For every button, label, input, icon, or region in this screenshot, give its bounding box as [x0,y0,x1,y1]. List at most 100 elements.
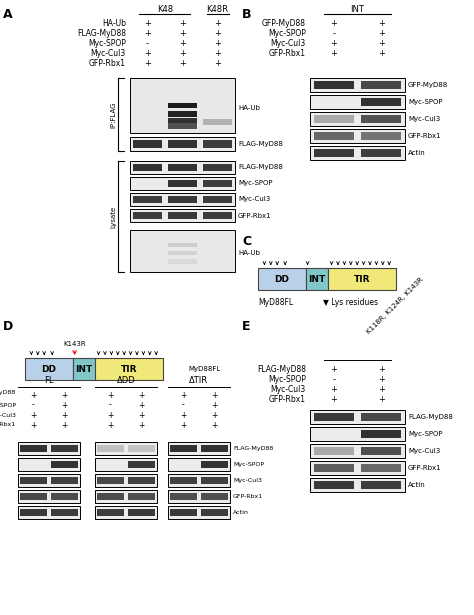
Bar [25,358,73,380]
Text: +: + [107,391,114,400]
Text: FLAG-MyD88: FLAG-MyD88 [238,164,283,170]
Bar [328,268,396,290]
Bar [168,196,197,204]
Text: +: + [179,30,186,39]
Text: +: + [180,391,187,400]
Bar [168,442,230,455]
Text: +: + [180,410,187,419]
Text: Myc-Cul3: Myc-Cul3 [91,49,126,58]
Bar [18,458,80,471]
Bar [168,103,197,108]
Bar [314,149,354,157]
Bar [52,509,78,517]
Bar [128,477,155,485]
Bar [128,461,155,469]
Bar [95,442,157,455]
Bar [310,95,405,109]
Text: GFP-MyD88: GFP-MyD88 [262,20,306,28]
Text: D: D [3,320,13,333]
Text: IP:FLAG: IP:FLAG [110,101,116,128]
Text: K143R: K143R [64,341,86,347]
Bar [361,447,401,455]
Bar [130,161,235,174]
Text: +: + [214,39,221,49]
Bar [310,478,405,492]
Bar [310,112,405,126]
Bar [310,78,405,92]
Bar [171,509,197,517]
Text: Actin: Actin [408,150,426,156]
Bar [128,445,155,453]
Bar [314,447,354,455]
Bar [168,506,230,519]
Text: Myc-Cul3: Myc-Cul3 [0,413,16,418]
Bar [133,164,162,172]
Bar [52,477,78,485]
Text: +: + [378,39,385,49]
Text: +: + [180,421,187,429]
Text: FL: FL [44,376,54,385]
Bar [95,458,157,471]
Text: +: + [211,400,218,410]
Text: TIR: TIR [354,274,370,284]
Text: +: + [211,391,218,400]
Text: +: + [378,395,385,405]
Text: ΔDD: ΔDD [117,376,136,385]
Text: Lysate: Lysate [110,205,116,228]
Bar [168,242,197,247]
Text: FLAG-MyD88: FLAG-MyD88 [77,30,126,39]
Bar [18,442,80,455]
Bar [258,268,306,290]
Text: MyD88FL: MyD88FL [188,366,220,372]
Bar [128,509,155,517]
Text: Myc-SPOP: Myc-SPOP [0,402,16,408]
Text: +: + [378,20,385,28]
Bar [201,461,228,469]
Text: +: + [378,30,385,39]
Bar [18,490,80,503]
Text: +: + [138,391,145,400]
Text: +: + [138,410,145,419]
Bar [168,164,197,172]
Text: GFP-Rbx1: GFP-Rbx1 [0,423,16,427]
Text: +: + [330,49,337,58]
Text: INT: INT [351,5,365,14]
Bar [168,111,197,116]
Bar [52,461,78,469]
Text: Myc-SPOP: Myc-SPOP [408,431,443,437]
Bar [361,81,401,89]
Text: -: - [32,400,35,410]
Text: +: + [378,376,385,384]
Text: +: + [30,391,36,400]
Text: +: + [61,400,68,410]
Bar [130,193,235,206]
Bar [133,212,162,220]
Bar [306,268,328,290]
Bar [168,260,197,264]
Text: Myc-Cul3: Myc-Cul3 [271,386,306,394]
Text: DD: DD [274,274,290,284]
Text: +: + [138,421,145,429]
Text: +: + [61,391,68,400]
Text: +: + [179,39,186,49]
Bar [201,445,228,453]
Text: Myc-Cul3: Myc-Cul3 [238,197,270,202]
Bar [361,98,401,106]
Bar [361,132,401,140]
Bar [95,506,157,519]
Text: +: + [144,60,151,68]
Text: Actin: Actin [408,482,426,488]
Text: TIR: TIR [121,365,137,373]
Text: Myc-Cul3: Myc-Cul3 [408,116,440,122]
Text: E: E [242,320,250,333]
Bar [130,137,235,151]
Text: +: + [330,386,337,394]
Text: Myc-SPOP: Myc-SPOP [408,99,443,105]
Bar [168,123,197,129]
Text: Myc-Cul3: Myc-Cul3 [233,478,262,483]
Text: +: + [144,20,151,28]
Text: FLAG-MyD88: FLAG-MyD88 [257,365,306,375]
Text: -: - [146,39,149,49]
Text: +: + [378,49,385,58]
Text: Actin: Actin [233,510,249,515]
